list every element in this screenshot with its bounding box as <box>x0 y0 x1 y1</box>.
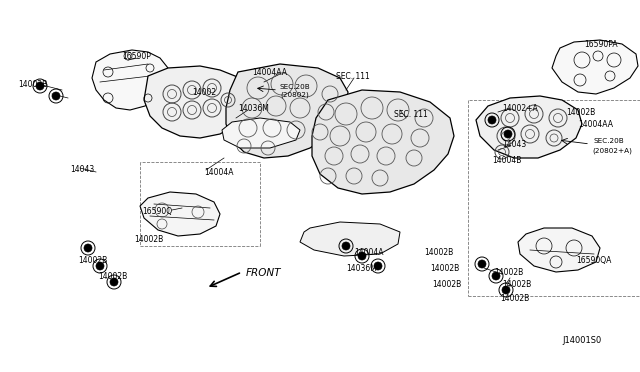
Text: 14004AA: 14004AA <box>578 120 613 129</box>
Polygon shape <box>312 90 454 194</box>
Text: 14036M: 14036M <box>238 104 269 113</box>
Text: 14004B: 14004B <box>492 156 522 165</box>
Text: 14002B: 14002B <box>432 280 461 289</box>
Text: SEC. 111: SEC. 111 <box>394 110 428 119</box>
Text: 14002B: 14002B <box>134 235 163 244</box>
Text: 14002B: 14002B <box>430 264 460 273</box>
Text: 14004AA: 14004AA <box>252 68 287 77</box>
Text: (20802): (20802) <box>280 92 308 99</box>
Circle shape <box>504 130 512 138</box>
Polygon shape <box>144 66 248 138</box>
Text: 16590Q: 16590Q <box>142 207 172 216</box>
Text: 14002B: 14002B <box>500 294 529 303</box>
Polygon shape <box>476 96 582 158</box>
Text: 14002B: 14002B <box>566 108 595 117</box>
Text: 14002B: 14002B <box>424 248 453 257</box>
Text: SEC.20B: SEC.20B <box>594 138 625 144</box>
Circle shape <box>374 262 382 270</box>
Text: 14004A: 14004A <box>354 248 383 257</box>
Text: 14002B: 14002B <box>494 268 524 277</box>
Circle shape <box>110 278 118 286</box>
Text: 14036M: 14036M <box>346 264 377 273</box>
Circle shape <box>36 82 44 90</box>
Text: 14002B: 14002B <box>98 272 127 281</box>
Circle shape <box>502 286 510 294</box>
Circle shape <box>488 116 496 124</box>
Circle shape <box>358 252 366 260</box>
Text: 14002B: 14002B <box>18 80 47 89</box>
Text: 14002: 14002 <box>192 88 216 97</box>
Circle shape <box>492 272 500 280</box>
Text: 16590QA: 16590QA <box>576 256 611 265</box>
Circle shape <box>84 244 92 252</box>
Text: FRONT: FRONT <box>246 268 282 278</box>
Text: 16590P: 16590P <box>122 52 151 61</box>
Text: 14002+A: 14002+A <box>502 104 538 113</box>
Text: 14043: 14043 <box>502 140 526 149</box>
Text: SEC. 111: SEC. 111 <box>336 72 370 81</box>
Text: 14004A: 14004A <box>204 168 234 177</box>
Polygon shape <box>222 118 300 148</box>
Text: 14043: 14043 <box>70 165 94 174</box>
Circle shape <box>478 260 486 268</box>
Polygon shape <box>300 222 400 256</box>
Polygon shape <box>226 64 348 158</box>
Text: 14002B: 14002B <box>78 256 108 265</box>
Circle shape <box>342 242 350 250</box>
Text: (20802+A): (20802+A) <box>592 147 632 154</box>
Circle shape <box>52 92 60 100</box>
Text: 14002B: 14002B <box>502 280 531 289</box>
Polygon shape <box>140 192 220 236</box>
Text: SEC.20B: SEC.20B <box>280 84 311 90</box>
Circle shape <box>96 262 104 270</box>
Polygon shape <box>92 50 170 110</box>
Text: J14001S0: J14001S0 <box>562 336 601 345</box>
Polygon shape <box>518 228 600 272</box>
Polygon shape <box>552 40 638 94</box>
Text: 16590PA: 16590PA <box>584 40 618 49</box>
